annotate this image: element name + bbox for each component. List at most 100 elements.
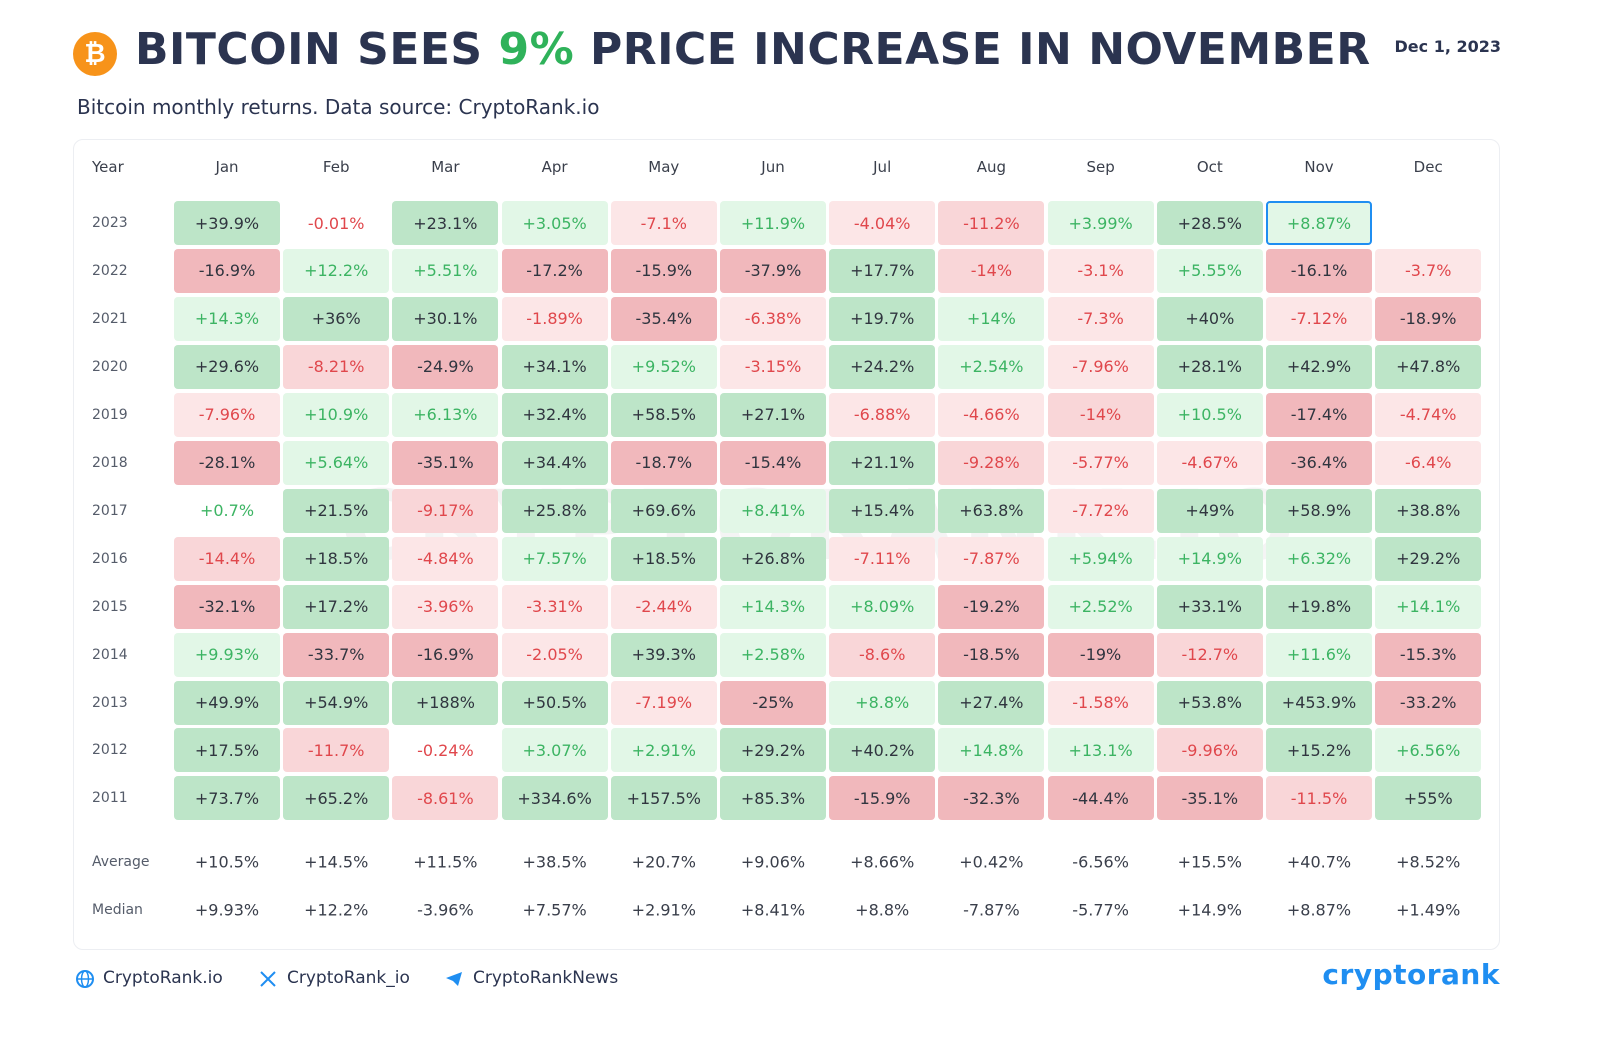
return-cell: -6.38% xyxy=(720,296,826,341)
return-cell: -6.88% xyxy=(829,392,936,437)
return-cell: +29.2% xyxy=(1375,536,1482,581)
return-cell: -4.84% xyxy=(392,536,499,581)
return-cell: -1.89% xyxy=(501,296,608,341)
row-year: 2021 xyxy=(92,310,128,327)
return-cell: +11.6% xyxy=(1266,632,1372,677)
return-cell: -18.5% xyxy=(938,632,1045,677)
return-cell: -35.4% xyxy=(610,296,717,341)
return-cell: -7.11% xyxy=(829,536,936,581)
return-cell: +65.2% xyxy=(283,776,390,821)
return-cell: -7.96% xyxy=(1047,344,1154,389)
return-cell: -7.3% xyxy=(1047,296,1154,341)
return-cell: +453.9% xyxy=(1266,680,1372,725)
return-cell: +3.99% xyxy=(1047,201,1154,245)
summary-cell: +40.7% xyxy=(1286,852,1352,872)
return-cell: -15.9% xyxy=(829,776,936,821)
return-cell: +18.5% xyxy=(283,536,390,581)
return-cell: +6.13% xyxy=(392,392,499,437)
logo: cryptorank xyxy=(1322,958,1500,991)
return-cell: -16.1% xyxy=(1266,248,1372,293)
return-cell: -33.7% xyxy=(283,632,390,677)
return-cell: +3.07% xyxy=(501,728,608,773)
return-cell: +28.5% xyxy=(1156,201,1263,245)
return-cell: -9.17% xyxy=(392,488,499,533)
return-cell: -8.21% xyxy=(283,344,390,389)
summary-cell: +8.52% xyxy=(1396,852,1461,872)
return-cell: -3.1% xyxy=(1047,248,1154,293)
return-cell: -14.4% xyxy=(174,536,280,581)
summary-cell: +0.42% xyxy=(959,852,1024,872)
return-cell: +10.5% xyxy=(1156,392,1263,437)
return-cell: -4.74% xyxy=(1375,392,1482,437)
return-cell: +33.1% xyxy=(1156,584,1263,629)
column-header: Feb xyxy=(322,158,350,176)
return-cell: +6.32% xyxy=(1266,536,1372,581)
return-cell: +2.91% xyxy=(610,728,717,773)
return-cell: +21.5% xyxy=(283,488,390,533)
return-cell: -28.1% xyxy=(174,440,280,485)
row-year: 2017 xyxy=(92,502,128,519)
return-cell: +32.4% xyxy=(501,392,608,437)
return-cell: +2.58% xyxy=(720,632,826,677)
return-cell: -17.4% xyxy=(1266,392,1372,437)
return-cell: -8.6% xyxy=(829,632,936,677)
summary-cell: +38.5% xyxy=(522,852,587,872)
return-cell: +28.1% xyxy=(1156,344,1263,389)
return-cell: +15.2% xyxy=(1266,728,1372,773)
return-cell: -7.12% xyxy=(1266,296,1372,341)
return-cell: +157.5% xyxy=(610,776,717,821)
title-end: PRICE INCREASE IN NOVEMBER xyxy=(574,24,1371,75)
return-cell: +19.7% xyxy=(829,296,936,341)
row-year: 2011 xyxy=(92,790,128,807)
return-cell: +5.64% xyxy=(283,440,390,485)
return-cell: -2.44% xyxy=(610,584,717,629)
return-cell: +8.87% xyxy=(1266,201,1372,245)
return-cell: -8.61% xyxy=(392,776,499,821)
return-cell: +5.55% xyxy=(1156,248,1263,293)
return-cell: -35.1% xyxy=(392,440,499,485)
return-cell: +14.3% xyxy=(720,584,826,629)
column-header: Dec xyxy=(1413,158,1443,176)
column-header: Jul xyxy=(873,158,892,176)
column-header: Aug xyxy=(976,158,1007,176)
return-cell: +5.94% xyxy=(1047,536,1154,581)
return-cell: -36.4% xyxy=(1266,440,1372,485)
return-cell: -14% xyxy=(1047,392,1154,437)
return-cell: +3.05% xyxy=(501,201,608,245)
return-cell: -19% xyxy=(1047,632,1154,677)
return-cell: -11.7% xyxy=(283,728,390,773)
return-cell: -3.31% xyxy=(501,584,608,629)
row-year: 2020 xyxy=(92,358,128,375)
return-cell: -18.7% xyxy=(610,440,717,485)
summary-cell: +15.5% xyxy=(1177,852,1242,872)
summary-cell: +11.5% xyxy=(413,852,478,872)
return-cell: -3.96% xyxy=(392,584,499,629)
return-cell: -16.9% xyxy=(174,248,280,293)
summary-cell: +9.93% xyxy=(194,900,260,920)
return-cell: -0.24% xyxy=(417,740,474,760)
return-cell: -5.77% xyxy=(1047,440,1154,485)
footer-link[interactable]: CryptoRank.io xyxy=(103,968,223,988)
return-cell: +10.9% xyxy=(283,392,390,437)
x-icon xyxy=(260,971,276,987)
return-cell: +58.9% xyxy=(1266,488,1372,533)
return-cell: -35.1% xyxy=(1156,776,1263,821)
return-cell: -7.19% xyxy=(610,680,717,725)
return-cell: +17.7% xyxy=(829,248,936,293)
row-year: 2022 xyxy=(92,262,128,279)
return-cell: +14% xyxy=(938,296,1045,341)
summary-cell: -3.96% xyxy=(417,900,474,920)
return-cell: +14.1% xyxy=(1375,584,1482,629)
footer-link[interactable]: CryptoRankNews xyxy=(473,968,619,988)
return-cell: +69.6% xyxy=(610,488,717,533)
return-cell: +19.8% xyxy=(1266,584,1372,629)
return-cell: -2.05% xyxy=(501,632,608,677)
footer-link[interactable]: CryptoRank_io xyxy=(287,968,410,988)
summary-cell: +12.2% xyxy=(304,900,369,920)
bitcoin-icon: ₿ xyxy=(73,32,117,76)
return-cell: -33.2% xyxy=(1375,680,1482,725)
return-cell: -15.9% xyxy=(610,248,717,293)
table-card xyxy=(73,139,1500,950)
summary-cell: +20.7% xyxy=(631,852,696,872)
